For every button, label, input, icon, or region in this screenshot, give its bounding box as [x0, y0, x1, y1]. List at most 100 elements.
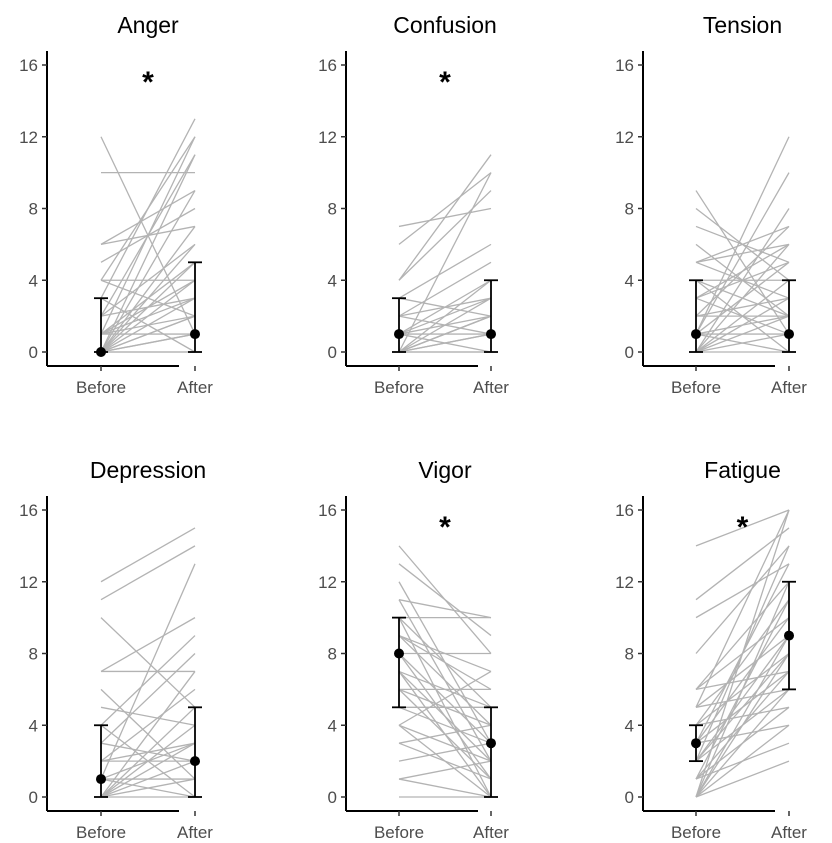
- panel-vigor-subject-line-10: [398, 635, 492, 726]
- panel-confusion-subject-line-19: [398, 172, 492, 353]
- panel-tension-ytick-label-4: 4: [625, 271, 634, 290]
- panel-tension-subject-line-23: [695, 279, 790, 353]
- panel-tension-subject-line-18: [695, 172, 790, 335]
- panel-anger-significance-marker: *: [142, 66, 154, 99]
- panel-fatigue-ytick-label-8: 8: [625, 645, 634, 664]
- panel-tension-ytick-label-12: 12: [615, 128, 634, 147]
- panel-vigor-subject-line-26: [398, 742, 492, 780]
- panel-fatigue-subject-line-13: [695, 599, 790, 726]
- panel-anger-median-point-before: [96, 347, 106, 357]
- panel-depression-xtick-label-after: After: [177, 823, 213, 842]
- panel-tension-ytick-label-0: 0: [625, 343, 634, 362]
- panel-anger-subject-line-4: [100, 189, 196, 245]
- panel-vigor-subject-line-4: [398, 599, 492, 619]
- panel-depression-subject-line-14: [100, 688, 196, 762]
- panel-vigor-subject-line-21: [398, 706, 492, 744]
- panel-anger-subject-line-27: [100, 243, 196, 353]
- panel-fatigue-xtick-label-after: After: [771, 823, 807, 842]
- panel-confusion-ytick-label-8: 8: [328, 200, 337, 219]
- panel-tension-median-point-after: [784, 329, 794, 340]
- panel-tension-subject-line-24: [695, 297, 790, 353]
- panel-confusion-ytick-label-12: 12: [318, 128, 337, 147]
- panel-fatigue-title: Fatigue: [704, 457, 781, 483]
- panel-tension-subject-line-14: [695, 297, 790, 317]
- panel-depression-subject-line-2: [100, 545, 196, 601]
- panel-depression-subject-line-21: [100, 724, 196, 798]
- panel-confusion-median-point-after: [486, 329, 496, 340]
- panel-depression-subject-line-20: [100, 760, 196, 798]
- panel-vigor-ytick-label-0: 0: [328, 788, 337, 807]
- panel-anger-subject-line-22: [100, 226, 196, 353]
- panel-anger-subject-line-9: [100, 118, 196, 299]
- panel-depression-title: Depression: [90, 457, 206, 483]
- panel-anger-median-point-after: [190, 329, 200, 340]
- panel-fatigue-subject-line-30: [695, 581, 790, 798]
- panel-tension-subject-line-16: [695, 225, 790, 317]
- panel-fatigue-subject-line-29: [695, 760, 790, 798]
- panel-confusion-xtick-label-after: After: [473, 378, 509, 397]
- panel-anger-ytick-label-4: 4: [29, 271, 38, 290]
- panel-depression-xtick-label-before: Before: [76, 823, 126, 842]
- panel-vigor-title: Vigor: [418, 457, 472, 483]
- panel-depression-subject-line-11: [100, 653, 196, 744]
- panel-depression-subject-line-7: [100, 706, 196, 726]
- panel-confusion-ytick-label-0: 0: [328, 343, 337, 362]
- panel-fatigue-subject-line-20: [695, 635, 790, 762]
- panel-fatigue-subject-line-26: [695, 724, 790, 798]
- panel-depression-subject-line-15: [100, 563, 196, 780]
- panel-depression-ytick-label-12: 12: [19, 573, 38, 592]
- panel-anger-subject-line-32: [100, 333, 196, 353]
- panel-vigor-significance-marker: *: [439, 511, 451, 544]
- panel-vigor-subject-line-29: [398, 778, 492, 798]
- panel-anger-subject-line-14: [100, 136, 196, 335]
- panel-confusion-subject-line-3: [398, 154, 492, 281]
- panel-depression-median-point-after: [190, 756, 200, 767]
- panel-fatigue-ytick-label-12: 12: [615, 573, 634, 592]
- panel-vigor-ytick-label-16: 16: [318, 501, 337, 520]
- panel-vigor-median-point-before: [394, 648, 404, 659]
- panel-fatigue-subject-line-10: [695, 509, 790, 708]
- panel-anger-subject-line-21: [100, 297, 196, 353]
- panel-vigor-subject-line-28: [398, 742, 492, 762]
- panel-anger-xtick-label-before: Before: [76, 378, 126, 397]
- panel-vigor-ytick-label-4: 4: [328, 716, 337, 735]
- panel-fatigue: Fatigue 0 4 8 12 16 Before After *: [615, 457, 807, 842]
- panel-fatigue-median-point-after: [784, 630, 794, 641]
- panel-depression-ytick-label-8: 8: [29, 645, 38, 664]
- panel-depression-subject-line-8: [100, 635, 196, 726]
- panel-fatigue-median-point-before: [691, 738, 701, 749]
- panel-tension-title: Tension: [703, 12, 782, 38]
- panel-tension-subject-line-26: [695, 208, 790, 353]
- panel-fatigue-subject-line-14: [695, 617, 790, 744]
- panel-vigor-subject-line-30: [398, 760, 492, 780]
- panel-anger-subject-line-12: [100, 243, 196, 317]
- panel-fatigue-subject-line-18: [695, 653, 790, 762]
- panel-fatigue-subject-line-2: [695, 527, 790, 601]
- panel-vigor-ytick-label-12: 12: [318, 573, 337, 592]
- panel-anger-ytick-label-8: 8: [29, 200, 38, 219]
- panel-confusion-subject-line-5: [398, 243, 492, 299]
- panel-depression-subject-line-24: [100, 742, 196, 798]
- panel-vigor: Vigor 0 4 8 12 16 Before After *: [318, 457, 509, 842]
- panel-fatigue-ytick-label-4: 4: [625, 716, 634, 735]
- panel-depression-ytick-label-4: 4: [29, 716, 38, 735]
- panel-fatigue-ytick-label-0: 0: [625, 788, 634, 807]
- panel-confusion-subject-line-4: [398, 190, 492, 281]
- panel-fatigue-subject-line-1: [695, 509, 790, 547]
- panel-confusion-ytick-label-16: 16: [318, 56, 337, 75]
- panel-fatigue-subject-line-8: [695, 635, 790, 708]
- panel-confusion-subject-line-20: [398, 333, 492, 353]
- panel-vigor-subject-line-25: [398, 724, 492, 762]
- panel-fatigue-subject-line-4: [695, 545, 790, 654]
- panel-vigor-median-point-after: [486, 738, 496, 749]
- panel-anger-subject-line-29: [100, 279, 196, 353]
- panel-vigor-subject-line-24: [398, 670, 492, 726]
- panel-tension-subject-line-27: [695, 333, 790, 353]
- panel-confusion-median-point-before: [394, 329, 404, 340]
- panel-confusion-ytick-label-4: 4: [328, 271, 337, 290]
- panel-confusion-subject-line-23: [398, 279, 492, 353]
- panel-fatigue-subject-line-27: [695, 688, 790, 798]
- panel-depression-median-point-before: [96, 774, 106, 785]
- panel-tension: Tension 0 4 8 12 16 Before After: [615, 12, 807, 397]
